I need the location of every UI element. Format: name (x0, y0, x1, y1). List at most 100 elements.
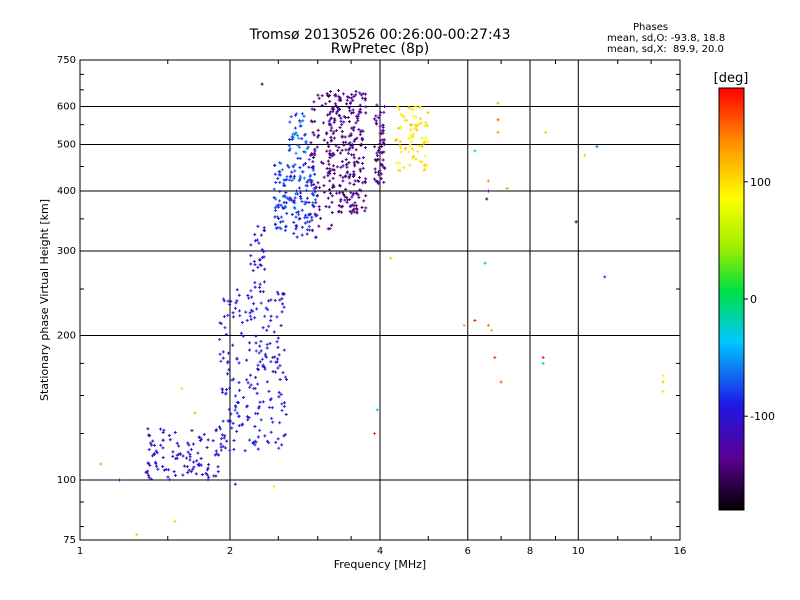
data-point (352, 204, 356, 208)
data-point (414, 115, 418, 119)
data-point (307, 200, 311, 204)
data-point (282, 184, 286, 188)
data-point (329, 89, 333, 93)
data-point (221, 350, 225, 354)
data-point (376, 170, 380, 174)
data-point (293, 196, 297, 200)
data-point (262, 250, 266, 254)
data-point (221, 444, 225, 448)
data-point (232, 377, 236, 381)
data-point (255, 391, 259, 395)
data-point (398, 140, 402, 144)
data-point (265, 328, 269, 332)
data-point (155, 464, 159, 468)
data-point (294, 192, 298, 196)
data-point (353, 164, 357, 168)
data-point (382, 142, 386, 146)
data-point (313, 108, 317, 112)
data-point (328, 99, 332, 103)
data-point (382, 142, 386, 146)
data-point (298, 145, 302, 149)
data-point (279, 324, 283, 328)
data-point (248, 314, 252, 318)
data-point (259, 233, 263, 237)
x-axis-label: Frequency [MHz] (334, 558, 426, 571)
data-point (330, 107, 334, 111)
data-point (339, 119, 343, 123)
data-point (161, 465, 165, 469)
data-point (314, 214, 318, 218)
data-point (351, 108, 355, 112)
data-point (219, 359, 223, 363)
data-point (197, 464, 201, 468)
data-point (359, 129, 363, 133)
data-point (273, 206, 277, 210)
data-point (378, 142, 382, 146)
data-point (264, 355, 268, 359)
data-point (186, 450, 190, 454)
data-point (342, 192, 346, 196)
data-point (411, 135, 415, 139)
data-point (234, 394, 238, 398)
data-point (255, 238, 259, 242)
data-point (247, 296, 251, 300)
data-point (356, 193, 360, 197)
data-point (287, 144, 291, 148)
data-point (381, 158, 385, 162)
data-point (389, 256, 393, 260)
data-point (275, 204, 279, 208)
data-point (363, 181, 367, 185)
y-tick-label: 400 (57, 186, 76, 197)
data-point (229, 412, 233, 416)
data-point (419, 121, 423, 125)
data-point (253, 316, 257, 320)
data-point (227, 368, 231, 372)
data-point (294, 151, 298, 155)
data-point (353, 179, 357, 183)
data-point (185, 465, 189, 469)
data-point (350, 92, 354, 96)
data-point (280, 310, 284, 314)
data-point (258, 263, 262, 267)
data-point (279, 220, 283, 224)
data-point (325, 92, 329, 96)
data-point (307, 224, 311, 228)
data-point (254, 411, 258, 415)
data-point (297, 213, 301, 217)
data-point (375, 154, 379, 158)
data-point (332, 172, 336, 176)
data-point (332, 153, 336, 157)
data-point (331, 185, 335, 189)
data-point (237, 381, 241, 385)
data-point (418, 159, 422, 163)
data-point (189, 448, 193, 452)
data-point (360, 138, 364, 142)
data-point (346, 151, 350, 155)
data-point (281, 194, 285, 198)
data-point (300, 170, 304, 174)
data-point (300, 112, 304, 116)
data-point (411, 156, 415, 160)
data-point (291, 136, 295, 140)
data-point (276, 366, 280, 370)
data-point (295, 112, 299, 116)
data-point (250, 295, 254, 299)
data-point (282, 434, 286, 438)
data-point (349, 143, 353, 147)
data-point (276, 336, 280, 340)
data-point (345, 165, 349, 169)
data-point (171, 450, 175, 454)
data-point (263, 367, 267, 371)
data-point (262, 280, 266, 284)
data-point (374, 119, 378, 123)
data-point (407, 106, 411, 110)
data-point (340, 134, 344, 138)
data-point (411, 107, 415, 111)
data-point (230, 426, 234, 430)
data-point (295, 225, 299, 229)
data-point (359, 110, 363, 114)
data-point (180, 387, 184, 391)
data-point (348, 181, 352, 185)
data-point (328, 167, 332, 171)
data-point (258, 400, 262, 404)
